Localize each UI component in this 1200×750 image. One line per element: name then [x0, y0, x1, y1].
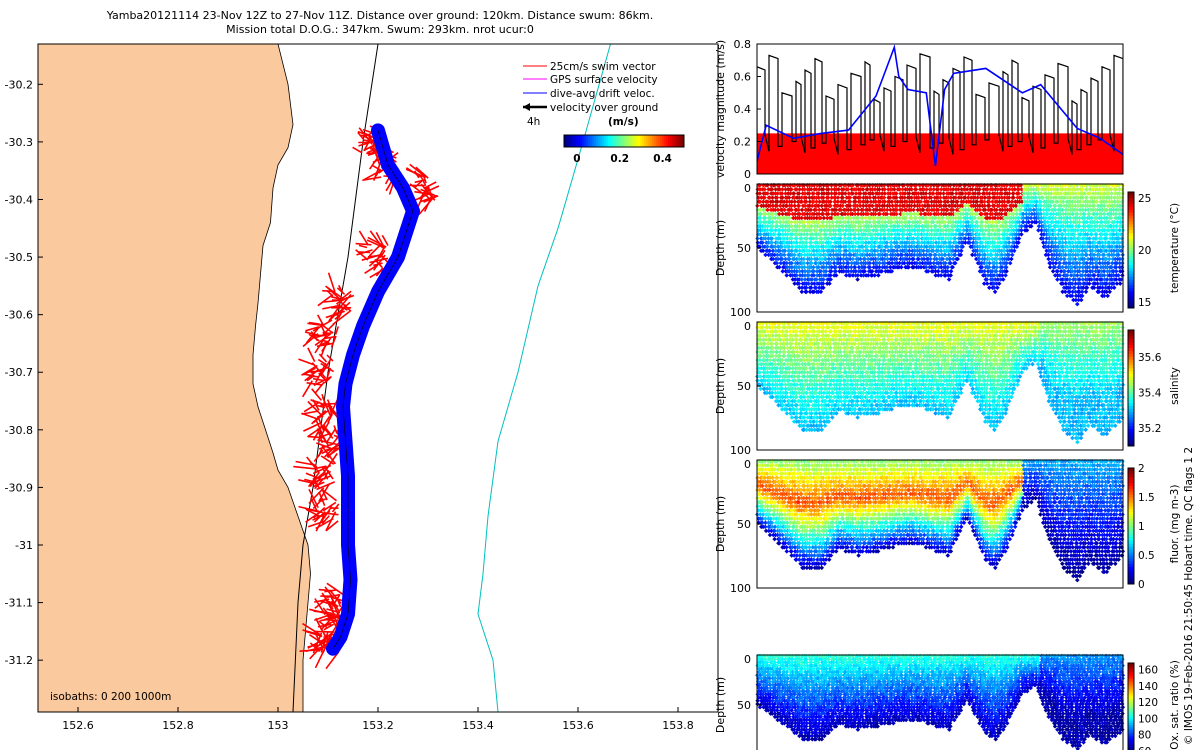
colorbar-tick-label: 0: [1138, 579, 1145, 591]
map-colorbar-tick: 0.4: [653, 153, 672, 165]
colorbar-tick-label: 35.4: [1138, 387, 1162, 399]
colorbar-tick-label: 15: [1138, 297, 1151, 309]
panel-fluorescence-colorbar-label: fluor. (mg m-3): [1169, 485, 1181, 564]
depth-tick-label: 100: [730, 444, 751, 457]
map-ytick-label: -31.2: [5, 654, 33, 667]
colorbar-tick-label: 1.5: [1138, 492, 1155, 504]
velocity-ylabel: velocity magnitude (m/s): [714, 40, 727, 178]
panel-temperature-colorbar-label: temperature (°C): [1169, 203, 1181, 293]
colorbar-tick-label: 80: [1138, 730, 1151, 742]
map-xtick-label: 153.8: [662, 719, 694, 732]
panel-salinity: 0 50 100 Depth (m) 35.2 35.4 35.6 salinity: [714, 320, 1181, 457]
map-xtick-label: 152.8: [162, 719, 194, 732]
colorbar-tick-label: 1: [1138, 521, 1145, 533]
velocity-ytick-label: 0: [744, 168, 751, 181]
panel-salinity-ylabel: Depth (m): [714, 358, 727, 414]
figure: 152.6 152.8 153 153.2 153.4 153.6 153.8 -30.2-…: [0, 0, 1200, 750]
map-xtick-label: 153.2: [362, 719, 394, 732]
isobath-label: isobaths: 0 200 1000m: [50, 691, 171, 703]
map-ytick-label: -30.6: [5, 309, 33, 322]
panel-oxygen-colorbar-label: Ox. sat. ratio (%): [1169, 660, 1181, 750]
panel-temperature: 0 50 100 Depth (m) 15 20 25 temperature (°C): [714, 182, 1181, 319]
map-colorbar-title: (m/s): [608, 116, 639, 128]
colorbar-tick-label: 160: [1138, 665, 1158, 677]
colorbar-tick-label: 60: [1138, 746, 1151, 750]
panel-fluorescence-ylabel: Depth (m): [714, 496, 727, 552]
depth-tick-label: 50: [737, 699, 751, 712]
map-ytick-label: -30.9: [5, 481, 33, 494]
legend-drift-label: dive-avg drift veloc.: [550, 88, 655, 100]
colorbar-tick-label: 35.6: [1138, 352, 1162, 364]
depth-tick-label: 100: [730, 582, 751, 595]
map-ytick-label: -30.2: [5, 78, 33, 91]
map-ytick-label: -31: [15, 539, 33, 552]
colorbar-tick-label: 2: [1138, 463, 1145, 475]
map-ytick-label: -30.8: [5, 424, 33, 437]
depth-tick-label: 50: [737, 242, 751, 255]
panel-oxygen-ylabel: Depth (m): [714, 677, 727, 733]
colorbar-tick-label: 25: [1138, 193, 1151, 205]
colorbar-tick-label: 140: [1138, 681, 1158, 693]
map-ytick-label: -31.1: [5, 597, 33, 610]
map-panel: 152.6 152.8 153 153.2 153.4 153.6 153.8 -30.2-…: [5, 44, 718, 732]
panel-temperature-ylabel: Depth (m): [714, 220, 727, 276]
velocity-ytick-label: 0.2: [734, 136, 752, 149]
map-ytick-label: -30.3: [5, 136, 33, 149]
colorbar-tick-label: 120: [1138, 697, 1158, 709]
colorbar-tick-label: 35.2: [1138, 423, 1161, 435]
colorbar-tick-label: 0.5: [1138, 550, 1155, 562]
depth-tick-label: 0: [744, 320, 751, 333]
map-colorbar-tick: 0: [573, 153, 580, 165]
velocity-ytick-label: 0.4: [734, 103, 752, 116]
velocity-ytick-label: 0.8: [734, 38, 752, 51]
velocity-panel: 0 0.2 0.4 0.6 0.8 velocity magnitude (m/s): [714, 38, 1123, 181]
depth-tick-label: 0: [744, 458, 751, 471]
footer-credit: © IMOS 19-Feb-2016 21:50:45 Hobart time.…: [1183, 447, 1195, 745]
map-xtick-label: 153: [268, 719, 289, 732]
legend-ground-label: velocity over ground: [550, 102, 658, 114]
map-xtick-label: 152.6: [62, 719, 94, 732]
legend-gps-label: GPS surface velocity: [550, 74, 658, 86]
panel-fluorescence: 0 50 100 Depth (m) 0 0.5 1 1.5 2 fluor. (mg m-3): [714, 458, 1181, 595]
map-xtick-label: 153.6: [562, 719, 594, 732]
depth-tick-label: 100: [730, 306, 751, 319]
legend-swim-label: 25cm/s swim vector: [550, 61, 656, 73]
map-y-ticks: -30.2 -30.3 -30.4 -30.5 -30.6 -30.7 -30.8 -30.9…: [5, 78, 43, 667]
colorbar-tick-label: 100: [1138, 713, 1158, 725]
depth-tick-label: 0: [744, 182, 751, 195]
map-colorbar-tick: 0.2: [610, 153, 629, 165]
depth-tick-label: 0: [744, 653, 751, 666]
colorbar-tick-label: 20: [1138, 245, 1151, 257]
depth-tick-label: 50: [737, 518, 751, 531]
velocity-ytick-label: 0.6: [734, 71, 752, 84]
map-ytick-label: -30.7: [5, 366, 33, 379]
depth-tick-label: 50: [737, 380, 751, 393]
map-xtick-label: 153.4: [462, 719, 494, 732]
map-ytick-label: -30.5: [5, 251, 33, 264]
map-ytick-label: -30.4: [5, 193, 33, 206]
legend-time-label: 4h: [527, 116, 540, 128]
panel-salinity-colorbar-label: salinity: [1169, 367, 1181, 405]
